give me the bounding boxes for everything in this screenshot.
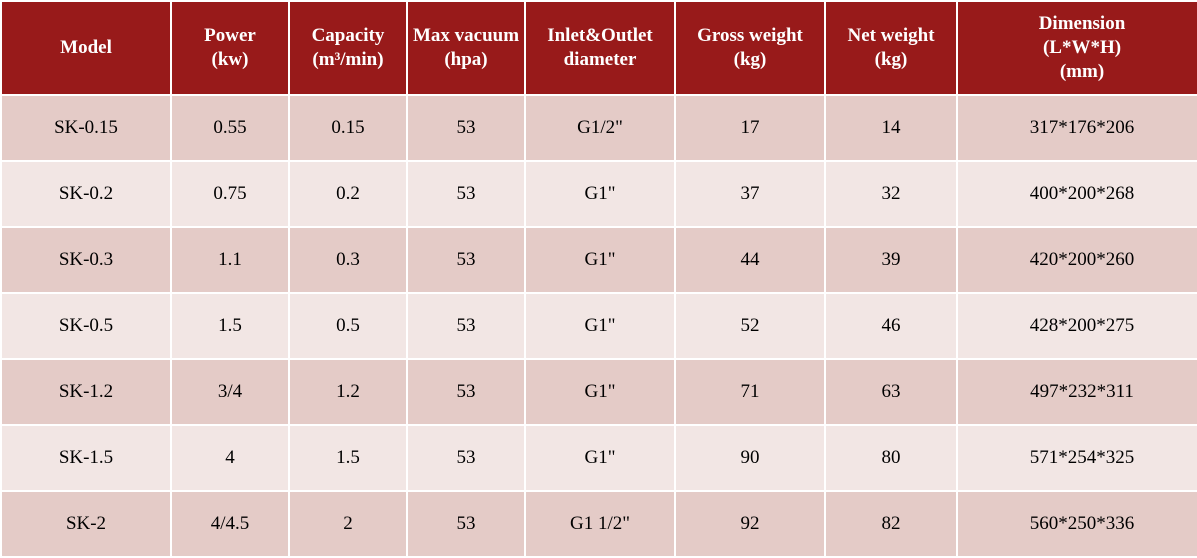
table-cell: SK-0.2 [2,162,170,226]
table-cell: G1" [526,228,674,292]
table-cell: 63 [826,360,956,424]
table-row: SK-0.51.50.553G1"5246428*200*275 [2,294,1197,358]
table-cell: G1" [526,294,674,358]
table-cell: 0.55 [172,96,288,160]
table-cell: 1.1 [172,228,288,292]
table-cell: 92 [676,492,824,556]
table-cell: SK-0.5 [2,294,170,358]
table-cell: 1.5 [172,294,288,358]
table-row: SK-1.541.553G1"9080571*254*325 [2,426,1197,490]
table-cell: 32 [826,162,956,226]
table-cell: 2 [290,492,406,556]
table-cell: 3/4 [172,360,288,424]
table-cell: 53 [408,228,524,292]
table-cell: SK-1.5 [2,426,170,490]
table-cell: 39 [826,228,956,292]
table-row: SK-24/4.5253G1 1/2"9282560*250*336 [2,492,1197,556]
table-row: SK-1.23/41.253G1"7163497*232*311 [2,360,1197,424]
table-cell: SK-1.2 [2,360,170,424]
table-cell: 53 [408,492,524,556]
col-header: Max vacuum(hpa) [408,2,524,94]
table-row: SK-0.20.750.253G1"3732400*200*268 [2,162,1197,226]
table-cell: 0.3 [290,228,406,292]
table-cell: 0.75 [172,162,288,226]
col-header: Power(kw) [172,2,288,94]
table-cell: 14 [826,96,956,160]
table-cell: 571*254*325 [958,426,1197,490]
table-cell: 0.15 [290,96,406,160]
table-cell: 4/4.5 [172,492,288,556]
table-cell: SK-2 [2,492,170,556]
table-cell: 420*200*260 [958,228,1197,292]
table-cell: 0.5 [290,294,406,358]
table-cell: G1/2" [526,96,674,160]
table-body: SK-0.150.550.1553G1/2"1714317*176*206SK-… [2,96,1197,556]
table-row: SK-0.150.550.1553G1/2"1714317*176*206 [2,96,1197,160]
table-cell: 37 [676,162,824,226]
table-row: SK-0.31.10.353G1"4439420*200*260 [2,228,1197,292]
spec-table: Model Power(kw) Capacity(m³/min) Max vac… [0,0,1197,558]
table-cell: 1.5 [290,426,406,490]
col-header: Gross weight(kg) [676,2,824,94]
table-cell: 317*176*206 [958,96,1197,160]
col-header: Inlet&Outlet diameter [526,2,674,94]
table-cell: 52 [676,294,824,358]
table-cell: 80 [826,426,956,490]
table-cell: 53 [408,294,524,358]
table-cell: SK-0.3 [2,228,170,292]
table-cell: G1" [526,360,674,424]
table-cell: 53 [408,162,524,226]
table-cell: 17 [676,96,824,160]
table-cell: 53 [408,360,524,424]
table-cell: G1" [526,162,674,226]
table-cell: 90 [676,426,824,490]
table-cell: 428*200*275 [958,294,1197,358]
table-cell: G1" [526,426,674,490]
table-header-row: Model Power(kw) Capacity(m³/min) Max vac… [2,2,1197,94]
table-cell: SK-0.15 [2,96,170,160]
table-cell: 497*232*311 [958,360,1197,424]
table-cell: 46 [826,294,956,358]
table-cell: 0.2 [290,162,406,226]
col-header: Net weight(kg) [826,2,956,94]
col-header: Capacity(m³/min) [290,2,406,94]
table-cell: 400*200*268 [958,162,1197,226]
table-cell: 1.2 [290,360,406,424]
table-cell: 53 [408,426,524,490]
table-cell: 53 [408,96,524,160]
table-cell: G1 1/2" [526,492,674,556]
col-header: Dimension(L*W*H)(mm) [958,2,1197,94]
table-cell: 4 [172,426,288,490]
table-cell: 82 [826,492,956,556]
table-cell: 560*250*336 [958,492,1197,556]
table-cell: 71 [676,360,824,424]
table-cell: 44 [676,228,824,292]
col-header: Model [2,2,170,94]
